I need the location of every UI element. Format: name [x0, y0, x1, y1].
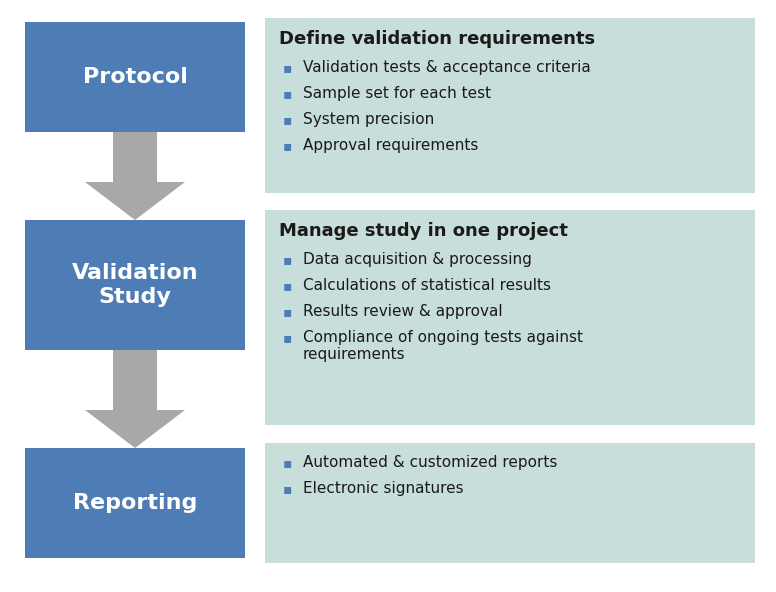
Text: ▪: ▪ [283, 87, 293, 101]
Polygon shape [85, 410, 185, 448]
Text: ▪: ▪ [283, 139, 293, 153]
Bar [25, 220, 245, 350]
Text: ▪: ▪ [283, 253, 293, 267]
Bar [25, 448, 245, 558]
Text: ▪: ▪ [283, 113, 293, 127]
Text: Manage study in one project: Manage study in one project [279, 222, 568, 240]
Text: System precision: System precision [303, 112, 435, 127]
Text: Automated & customized reports: Automated & customized reports [303, 455, 557, 470]
Text: ▪: ▪ [283, 279, 293, 293]
Text: Electronic signatures: Electronic signatures [303, 481, 463, 496]
Bar [265, 210, 755, 425]
Text: Reporting: Reporting [73, 493, 197, 513]
Bar [113, 350, 157, 410]
Text: Compliance of ongoing tests against
requirements: Compliance of ongoing tests against requ… [303, 330, 583, 362]
Text: ▪: ▪ [283, 482, 293, 496]
Text: Protocol: Protocol [82, 67, 188, 87]
Text: Validation
Study: Validation Study [71, 263, 199, 307]
Text: ▪: ▪ [283, 61, 293, 75]
Bar [265, 443, 755, 563]
Bar [265, 18, 755, 193]
Text: Sample set for each test: Sample set for each test [303, 86, 491, 101]
Text: ▪: ▪ [283, 331, 293, 345]
Text: Results review & approval: Results review & approval [303, 304, 503, 319]
Text: ▪: ▪ [283, 456, 293, 470]
Bar [113, 132, 157, 182]
Text: Calculations of statistical results: Calculations of statistical results [303, 278, 551, 293]
Text: Approval requirements: Approval requirements [303, 138, 478, 153]
Text: Define validation requirements: Define validation requirements [279, 30, 595, 48]
Text: Data acquisition & processing: Data acquisition & processing [303, 252, 532, 267]
Polygon shape [85, 182, 185, 220]
Bar [25, 22, 245, 132]
Text: ▪: ▪ [283, 305, 293, 319]
Text: Validation tests & acceptance criteria: Validation tests & acceptance criteria [303, 60, 591, 75]
